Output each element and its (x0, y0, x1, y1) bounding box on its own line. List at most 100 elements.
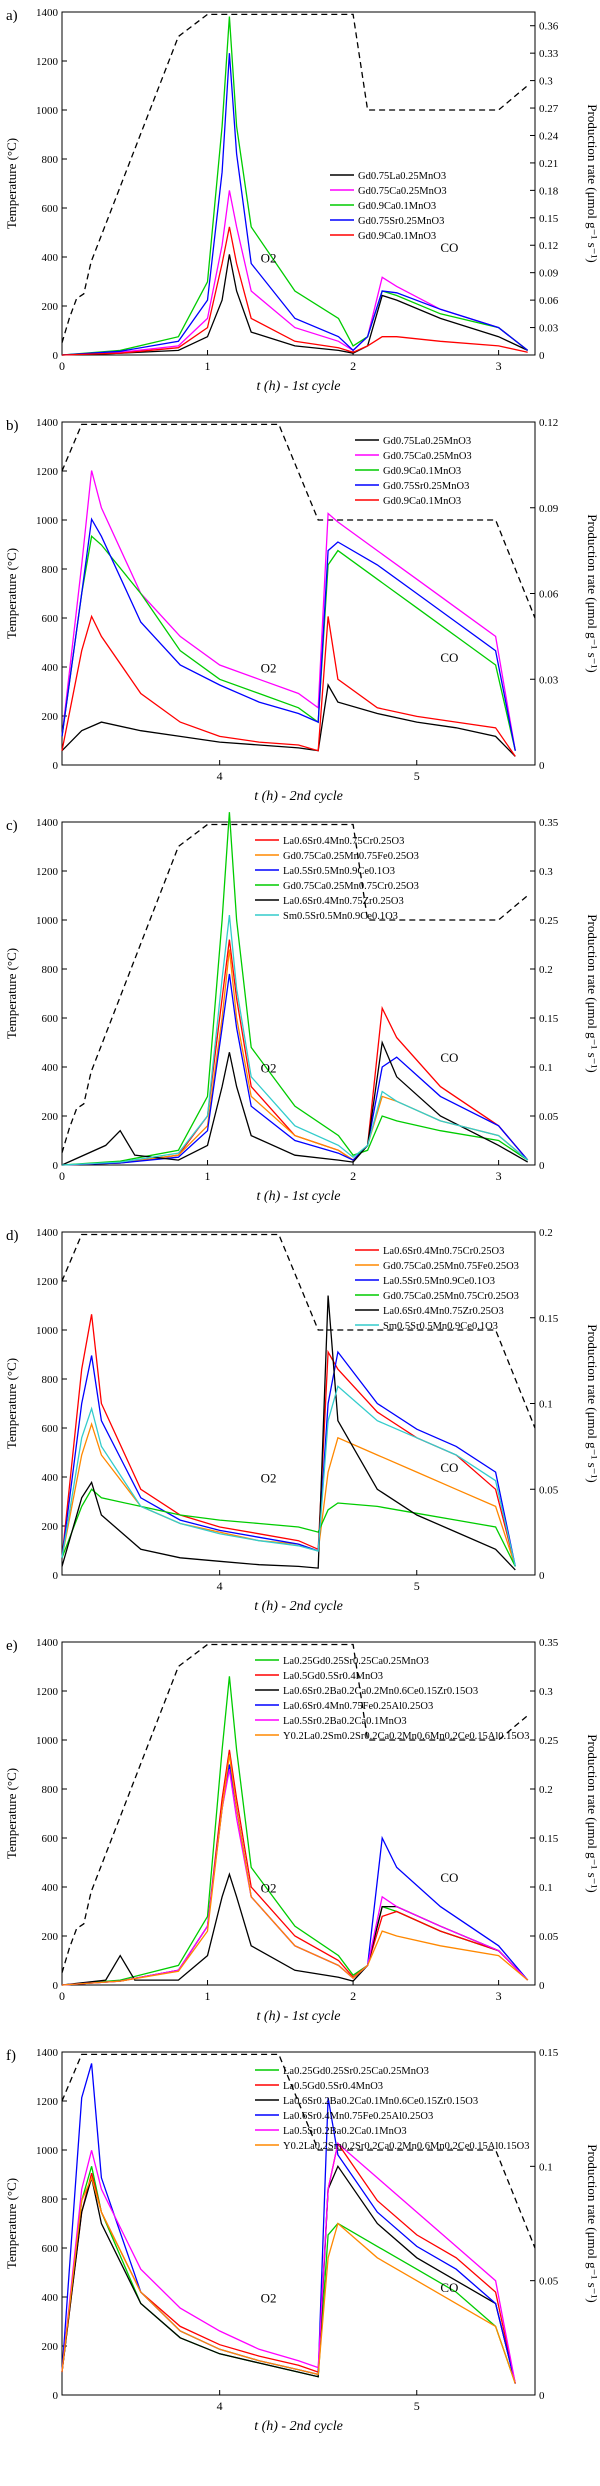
panel-3: c) 0 200 400 600 800 1000 1200 1400 0 0.05 0.1 0.15 0… (4, 812, 600, 1204)
left-tick-label: 600 (42, 613, 59, 625)
annotation-co: CO (440, 2280, 458, 2295)
right-tick-label: 0.1 (539, 1062, 553, 1074)
left-tick-label: 1200 (36, 56, 59, 68)
legend-label: La0.6Sr0.4Mn0.75Zr0.25O3 (383, 1306, 504, 1317)
series-line (61, 1754, 529, 1986)
legend-label: La0.25Gd0.25Sr0.25Ca0.25MnO3 (283, 1656, 429, 1667)
plot-frame (61, 821, 536, 1166)
left-tick-label: 0 (53, 350, 59, 362)
right-tick-label: 0.35 (539, 817, 559, 829)
y-axis-label-right: Production rate (μmol g⁻¹ s⁻¹) (585, 2144, 600, 2302)
panel-2: b) 0 200 400 600 800 1000 1200 1400 0 0.03 0.06 0.09… (4, 417, 600, 804)
left-tick-label: 1000 (36, 915, 59, 927)
legend-label: La0.6Sr0.4Mn0.75Zr0.25O3 (283, 896, 404, 907)
left-tick-label: 1200 (36, 2096, 59, 2108)
legend-label: Gd0.9Ca0.1MnO3 (358, 231, 436, 242)
panel-label: b) (6, 418, 19, 434)
legend: La0.6Sr0.4Mn0.75Cr0.25O3 Gd0.75Ca0.25Mn0.… (255, 836, 419, 922)
left-tick-label: 1200 (36, 866, 59, 878)
right-tick-label: 0.2 (539, 1784, 553, 1796)
right-tick-label: 0.3 (539, 866, 553, 878)
legend-label: Gd0.75Ca0.25MnO3 (358, 186, 447, 197)
x-tick-label: 2 (350, 1169, 356, 1183)
annotation-o2: O2 (261, 1880, 277, 1895)
annotation-co: CO (440, 240, 458, 255)
series-line (61, 190, 529, 356)
series-line (61, 1385, 516, 1567)
panel-label: c) (6, 818, 18, 834)
legend-label: La0.25Gd0.25Sr0.25Ca0.25MnO3 (283, 2066, 429, 2077)
right-tick-label: 0.15 (539, 213, 559, 225)
right-tick-label: 0 (539, 760, 545, 772)
left-tick-label: 800 (42, 564, 59, 576)
left-tick-label: 1400 (36, 1637, 59, 1649)
legend-label: Gd0.9Ca0.1MnO3 (358, 201, 436, 212)
legend-label: Sm0.5Sr0.5Mn0.9Ce0.1O3 (283, 911, 398, 922)
series-line (61, 973, 529, 1166)
right-tick-label: 0.36 (539, 21, 559, 33)
x-tick-label: 2 (350, 1989, 356, 2003)
annotation-co: CO (440, 1050, 458, 1065)
series-line (61, 1350, 516, 1567)
annotation-co: CO (440, 1870, 458, 1885)
right-tick-label: 0.27 (539, 103, 559, 115)
left-tick-label: 1400 (36, 1227, 59, 1239)
series-line (61, 2164, 516, 2384)
temperature-line (61, 13, 529, 343)
legend-label: Gd0.9Ca0.1MnO3 (383, 466, 461, 477)
legend-label: Gd0.9Ca0.1MnO3 (383, 496, 461, 507)
legend-label: Gd0.75Ca0.25Mn0.75Fe0.25O3 (383, 1261, 519, 1272)
right-tick-label: 0 (539, 350, 545, 362)
right-tick-label: 0.24 (539, 130, 559, 142)
annotation-o2: O2 (261, 2290, 277, 2305)
left-tick-label: 600 (42, 1013, 59, 1025)
x-tick-label: 1 (205, 1169, 211, 1183)
legend-label: La0.5Sr0.2Ba0.2Ca0.1MnO3 (283, 2126, 407, 2137)
legend-label: Y0.2La0.2Sm0.2Sr0.2Ca0.2Mn0.6Mn0.2Ce0.15… (283, 2141, 529, 2152)
right-tick-label: 0.25 (539, 915, 559, 927)
left-tick-label: 1400 (36, 7, 59, 19)
left-tick-label: 1000 (36, 1735, 59, 1747)
left-tick-label: 1400 (36, 417, 59, 429)
left-tick-label: 0 (53, 760, 59, 772)
annotation-co: CO (440, 650, 458, 665)
legend-label: La0.6Sr0.2Ba0.2Ca0.2Mn0.6Ce0.15Zr0.15O3 (283, 1686, 478, 1697)
legend-label: La0.5Gd0.5Sr0.4MnO3 (283, 2081, 383, 2092)
x-tick-label: 3 (496, 1169, 502, 1183)
x-tick-label: 5 (414, 2399, 420, 2413)
right-tick-label: 0.03 (539, 323, 559, 335)
y-axis-label-right: Production rate (μmol g⁻¹ s⁻¹) (585, 514, 600, 672)
plot-frame (61, 11, 536, 356)
legend: Gd0.75La0.25MnO3 Gd0.75Ca0.25MnO3 Gd0.9Ca0… (330, 171, 447, 242)
right-tick-label: 0.12 (539, 417, 558, 429)
left-tick-label: 0 (53, 1980, 59, 1992)
left-tick-label: 0 (53, 1160, 59, 1172)
annotation-o2: O2 (261, 250, 277, 265)
right-tick-label: 0.2 (539, 964, 553, 976)
right-tick-label: 0.25 (539, 1735, 559, 1747)
temperature-line (61, 823, 529, 1153)
left-tick-label: 200 (42, 1111, 59, 1123)
y-axis-label-left: Temperature (°C) (4, 548, 19, 639)
left-tick-label: 400 (42, 662, 59, 674)
series-line (61, 53, 529, 356)
left-tick-label: 200 (42, 711, 59, 723)
right-tick-label: 0.3 (539, 76, 553, 88)
series-line (61, 812, 529, 1166)
left-tick-label: 1200 (36, 466, 59, 478)
left-tick-label: 400 (42, 1882, 59, 1894)
legend: La0.25Gd0.25Sr0.25Ca0.25MnO3 La0.5Gd0.5Sr… (255, 2066, 529, 2152)
legend-label: Gd0.75La0.25MnO3 (383, 436, 471, 447)
x-axis-label: t (h) - 1st cycle (257, 379, 341, 394)
legend-label: Gd0.75Ca0.25Mn0.75Cr0.25O3 (283, 881, 419, 892)
x-tick-label: 1 (205, 359, 211, 373)
right-tick-label: 0.03 (539, 674, 559, 686)
left-tick-label: 1000 (36, 105, 59, 117)
x-tick-label: 1 (205, 1989, 211, 2003)
annotation-co: CO (440, 1460, 458, 1475)
y-axis-label-left: Temperature (°C) (4, 1358, 19, 1449)
right-tick-label: 0.15 (539, 1833, 559, 1845)
legend-label: La0.6Sr0.4Mn0.75Fe0.25Al0.25O3 (283, 1701, 433, 1712)
